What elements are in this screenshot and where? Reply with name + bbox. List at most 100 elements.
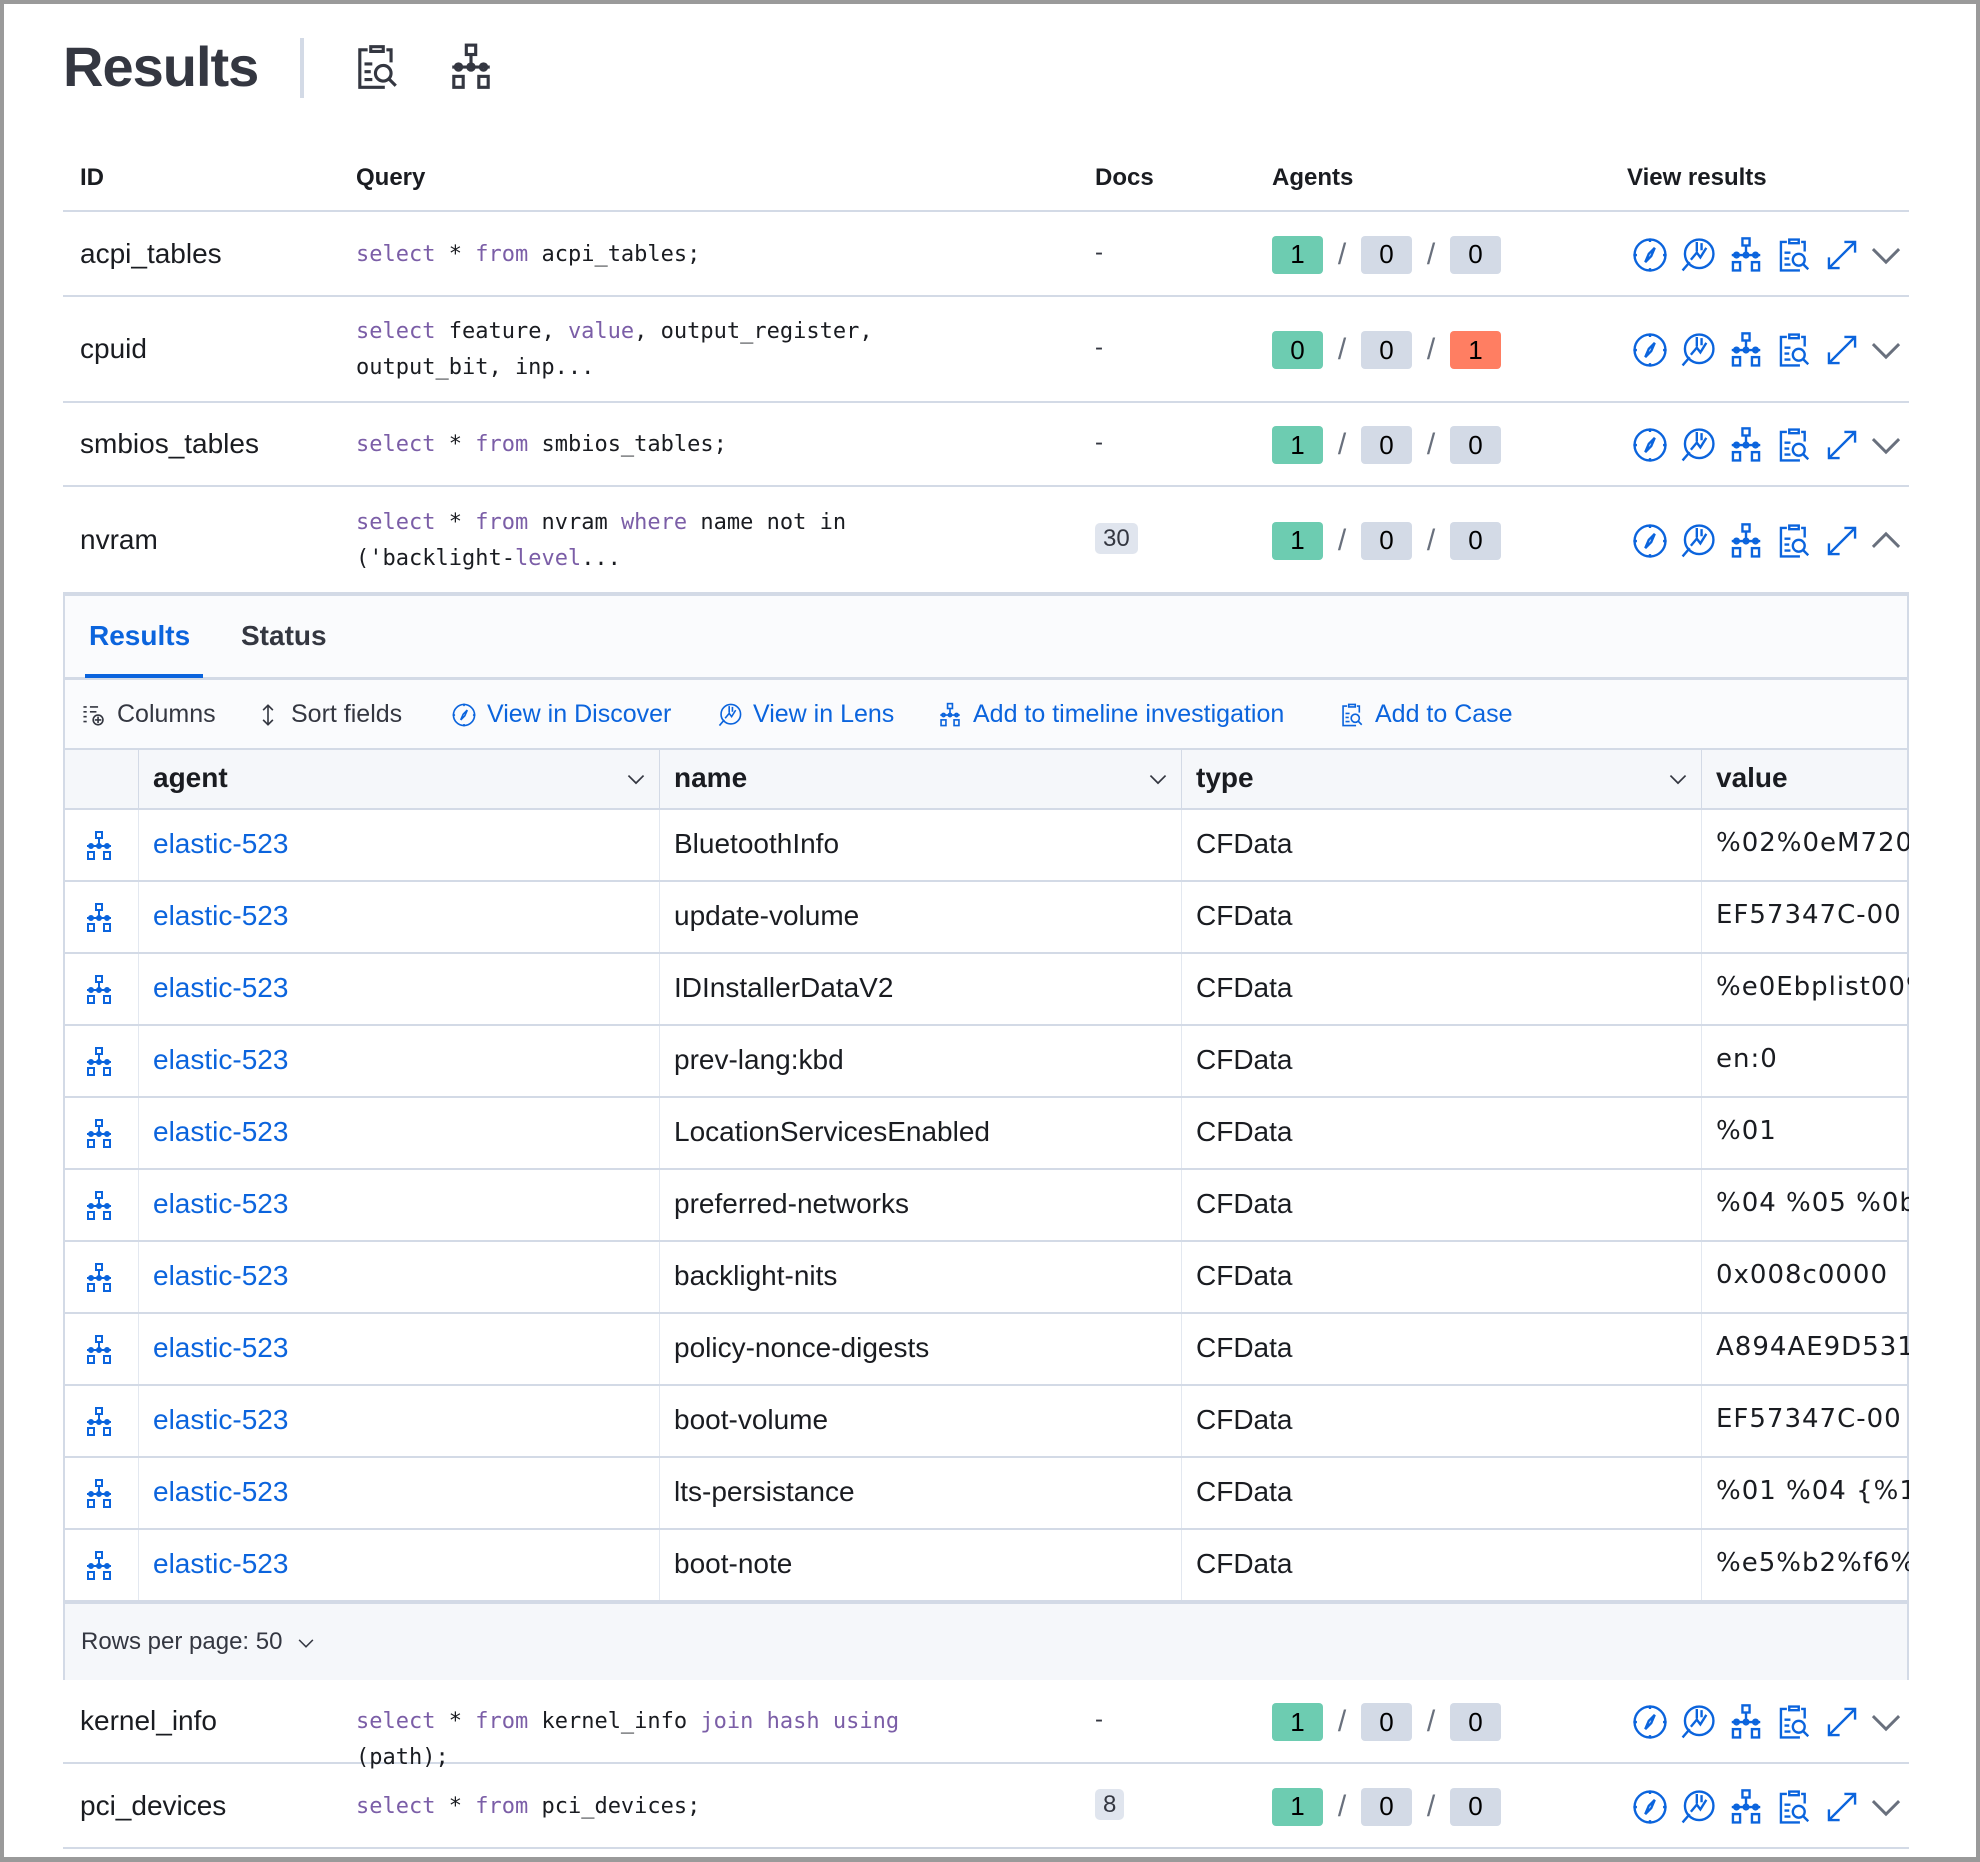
add-to-case-button[interactable]: Add to Case [1339,700,1513,729]
fullscreen-icon[interactable] [1823,522,1861,565]
timeline-icon[interactable] [83,1478,115,1510]
grid-row: elastic-523 prev-lang:kbd CFData en:0 [65,1026,1907,1098]
case-icon[interactable] [1775,426,1813,469]
name-value: preferred-networks [674,1188,909,1219]
lens-icon[interactable] [1679,331,1717,374]
timeline-icon[interactable] [83,1118,115,1150]
case-icon[interactable] [1775,1788,1813,1831]
timeline-icon[interactable] [1727,236,1765,279]
timeline-icon[interactable] [1727,1703,1765,1746]
chevron-down-icon[interactable] [1867,1788,1905,1831]
query-token: from [475,432,529,457]
discover-icon[interactable] [1631,1703,1669,1746]
fullscreen-icon[interactable] [1823,236,1861,279]
discover-icon[interactable] [1631,426,1669,469]
timeline-icon[interactable] [83,1406,115,1438]
case-icon[interactable] [1775,331,1813,374]
discover-icon[interactable] [1631,1788,1669,1831]
agent-link[interactable]: elastic-523 [153,1404,289,1435]
chevron-down-icon[interactable] [1147,768,1169,790]
query-token: acpi_tables; [528,241,701,267]
lens-icon[interactable] [1679,426,1717,469]
name-cell: preferred-networks [660,1170,1182,1240]
discover-icon[interactable] [1631,236,1669,279]
case-icon[interactable] [1775,1703,1813,1746]
lens-icon[interactable] [1679,522,1717,565]
chevron-down-icon[interactable] [1867,1703,1905,1746]
agent-link[interactable]: elastic-523 [153,1044,289,1075]
add-to-timeline-button[interactable]: Add to timeline investigation [937,700,1284,729]
agent-link[interactable]: elastic-523 [153,1476,289,1507]
chevron-down-icon[interactable] [1667,768,1689,790]
timeline-icon[interactable] [83,830,115,862]
agent-link[interactable]: elastic-523 [153,900,289,931]
agent-link[interactable]: elastic-523 [153,1188,289,1219]
discover-icon[interactable] [1631,522,1669,565]
case-icon[interactable] [1775,236,1813,279]
timeline-icon[interactable] [83,1190,115,1222]
agent-link[interactable]: elastic-523 [153,828,289,859]
header-agent[interactable]: agent [139,750,660,808]
value-cell: %04 %05 %0b [1702,1170,1909,1240]
columns-button[interactable]: Columns [81,700,216,729]
agent-link[interactable]: elastic-523 [153,1548,289,1579]
timeline-icon[interactable] [446,42,496,92]
sort-fields-button[interactable]: Sort fields [255,700,402,729]
agent-link[interactable]: elastic-523 [153,1116,289,1147]
agent-link[interactable]: elastic-523 [153,1332,289,1363]
chevron-up-icon[interactable] [1867,522,1905,565]
tab-results[interactable]: Results [89,620,191,651]
header-value[interactable]: value [1702,750,1909,808]
fullscreen-icon[interactable] [1823,1788,1861,1831]
timeline-icon[interactable] [83,974,115,1006]
fullscreen-icon[interactable] [1823,1703,1861,1746]
name-cell: update-volume [660,882,1182,952]
lens-icon[interactable] [1679,1703,1717,1746]
chevron-down-icon[interactable] [1867,331,1905,374]
agent-link[interactable]: elastic-523 [153,1260,289,1291]
fullscreen-icon[interactable] [1823,331,1861,374]
query-token: select [356,432,436,457]
value-cell: en:0 [1702,1026,1909,1096]
timeline-icon[interactable] [83,902,115,934]
chevron-down-icon[interactable] [1867,426,1905,469]
discover-icon[interactable] [1631,331,1669,374]
agent-cell: elastic-523 [139,1458,660,1528]
timeline-icon[interactable] [83,1550,115,1582]
col-query: Query [356,164,426,191]
agents-pending-badge: 0 [1361,426,1412,464]
separator: / [1337,333,1347,366]
timeline-icon[interactable] [83,1046,115,1078]
timeline-icon[interactable] [1727,331,1765,374]
docs-cell: 8 [1095,1788,1125,1820]
header-type[interactable]: type [1182,750,1702,808]
view-in-discover-button[interactable]: View in Discover [451,700,671,729]
timeline-icon[interactable] [83,1262,115,1294]
type-cell: CFData [1182,1530,1702,1600]
timeline-icon[interactable] [83,1334,115,1366]
case-icon[interactable] [1775,522,1813,565]
type-cell: CFData [1182,1314,1702,1384]
header-agent-label: agent [153,762,228,793]
chevron-down-icon[interactable] [1867,236,1905,279]
timeline-icon[interactable] [1727,522,1765,565]
lens-icon[interactable] [1679,236,1717,279]
chevron-down-icon[interactable] [625,768,647,790]
query-token: ... [581,545,621,571]
query-row: acpi_tables select * from acpi_tables; -… [63,212,1909,297]
agent-cell: elastic-523 [139,1386,660,1456]
tab-status[interactable]: Status [241,620,327,651]
fullscreen-icon[interactable] [1823,426,1861,469]
header-name[interactable]: name [660,750,1182,808]
agent-link[interactable]: elastic-523 [153,972,289,1003]
value-value: %01 %04 {%14 [1716,1476,1909,1506]
view-in-lens-button[interactable]: View in Lens [717,700,894,729]
lens-icon[interactable] [1679,1788,1717,1831]
rows-per-page-button[interactable]: Rows per page: 50 [81,1628,316,1656]
timeline-icon[interactable] [1727,426,1765,469]
type-value: CFData [1196,1548,1293,1579]
case-icon[interactable] [352,42,402,92]
timeline-icon[interactable] [1727,1788,1765,1831]
row-action-cell [65,1170,139,1240]
agents-failed-badge: 0 [1450,521,1501,560]
